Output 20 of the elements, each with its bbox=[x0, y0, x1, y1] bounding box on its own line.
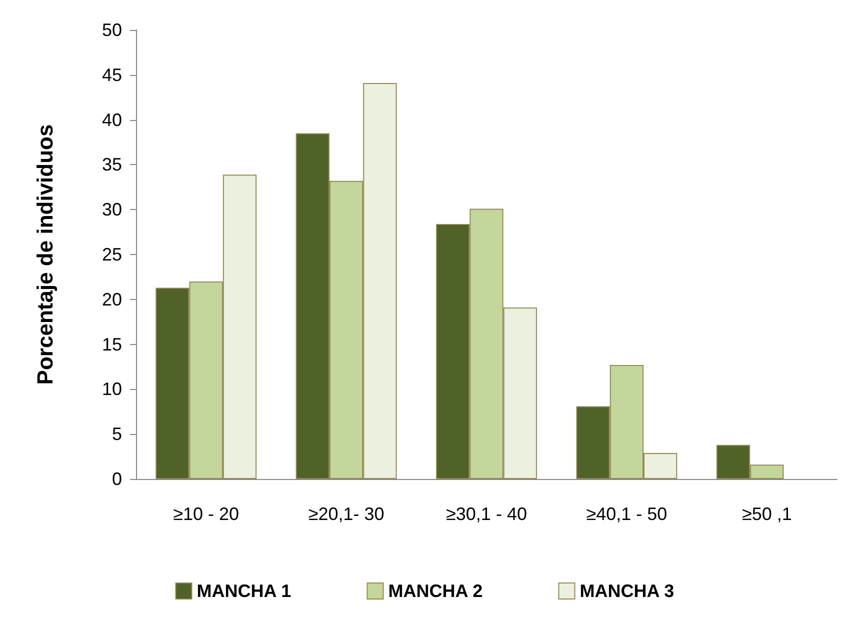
y-axis-title: Porcentaje de individuos bbox=[32, 124, 58, 385]
y-tick-label: 50 bbox=[102, 20, 122, 40]
y-tick-label: 0 bbox=[112, 469, 122, 489]
x-tick-label: ≥20,1- 30 bbox=[308, 504, 384, 524]
y-tick-label: 35 bbox=[102, 154, 122, 175]
x-tick-label: ≥50 ,1 bbox=[742, 504, 792, 524]
y-tick-label: 15 bbox=[102, 334, 122, 354]
legend-label: MANCHA 1 bbox=[196, 581, 292, 601]
y-tick-label: 20 bbox=[102, 289, 122, 310]
y-tick-label: 30 bbox=[102, 200, 122, 220]
x-tick-label: ≥30,1 - 40 bbox=[446, 504, 527, 524]
y-tick-label: 10 bbox=[102, 379, 122, 400]
legend-label: MANCHA 3 bbox=[580, 581, 674, 601]
legend-label: MANCHA 2 bbox=[388, 581, 483, 601]
x-tick-label: ≥10 - 20 bbox=[173, 504, 240, 524]
x-tick-label: ≥40,1 - 50 bbox=[586, 504, 668, 524]
y-tick-label: 25 bbox=[102, 244, 122, 264]
y-tick-label: 40 bbox=[102, 110, 122, 130]
y-tick-label: 5 bbox=[112, 424, 122, 444]
y-tick-label: 45 bbox=[102, 64, 122, 85]
